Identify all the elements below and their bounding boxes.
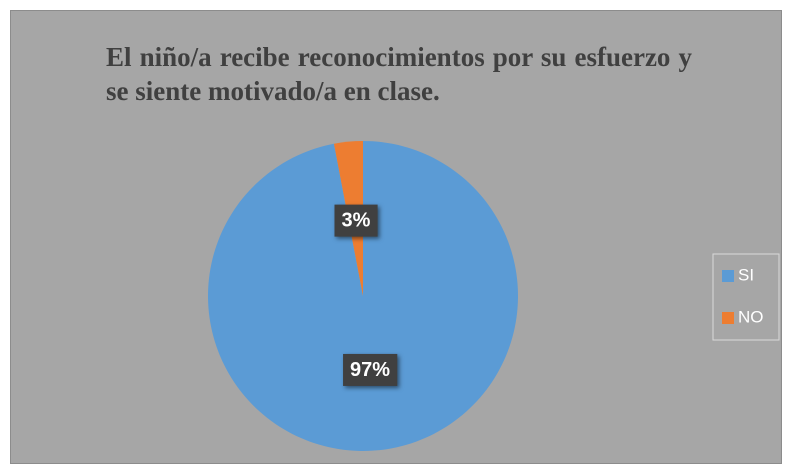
data-label: 3%	[334, 204, 378, 237]
pie-slice	[208, 141, 519, 451]
legend: SI NO	[712, 253, 780, 341]
data-label-box	[343, 353, 398, 386]
legend-swatch	[722, 312, 734, 324]
legend-box	[712, 253, 780, 341]
data-label-text: 97%	[350, 359, 390, 381]
data-label-box	[334, 204, 378, 237]
data-label-text: 3%	[341, 210, 370, 232]
chart-title: El niño/a recibe reconocimientos por su …	[106, 42, 692, 106]
legend-label: SI	[738, 265, 754, 284]
legend-swatch	[722, 270, 734, 282]
legend-label: NO	[738, 307, 764, 326]
data-label: 97%	[343, 353, 398, 386]
